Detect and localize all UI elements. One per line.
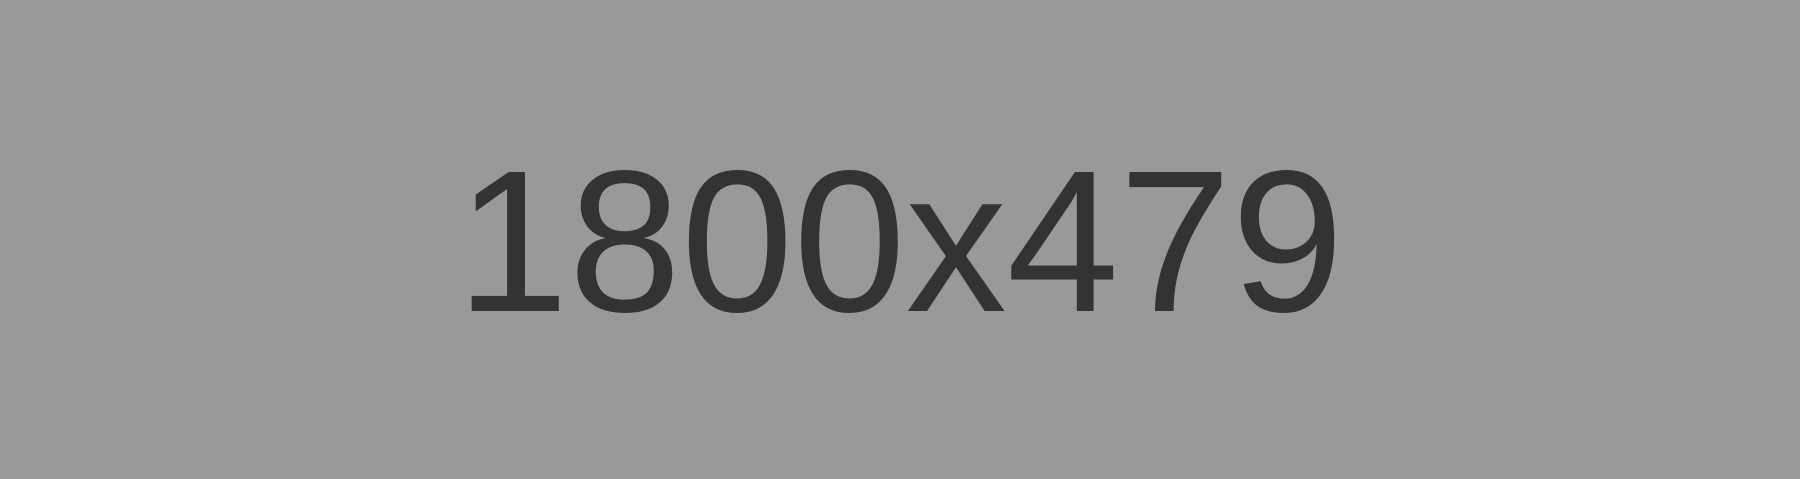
dimensions-label: 1800x479 [456, 127, 1344, 354]
